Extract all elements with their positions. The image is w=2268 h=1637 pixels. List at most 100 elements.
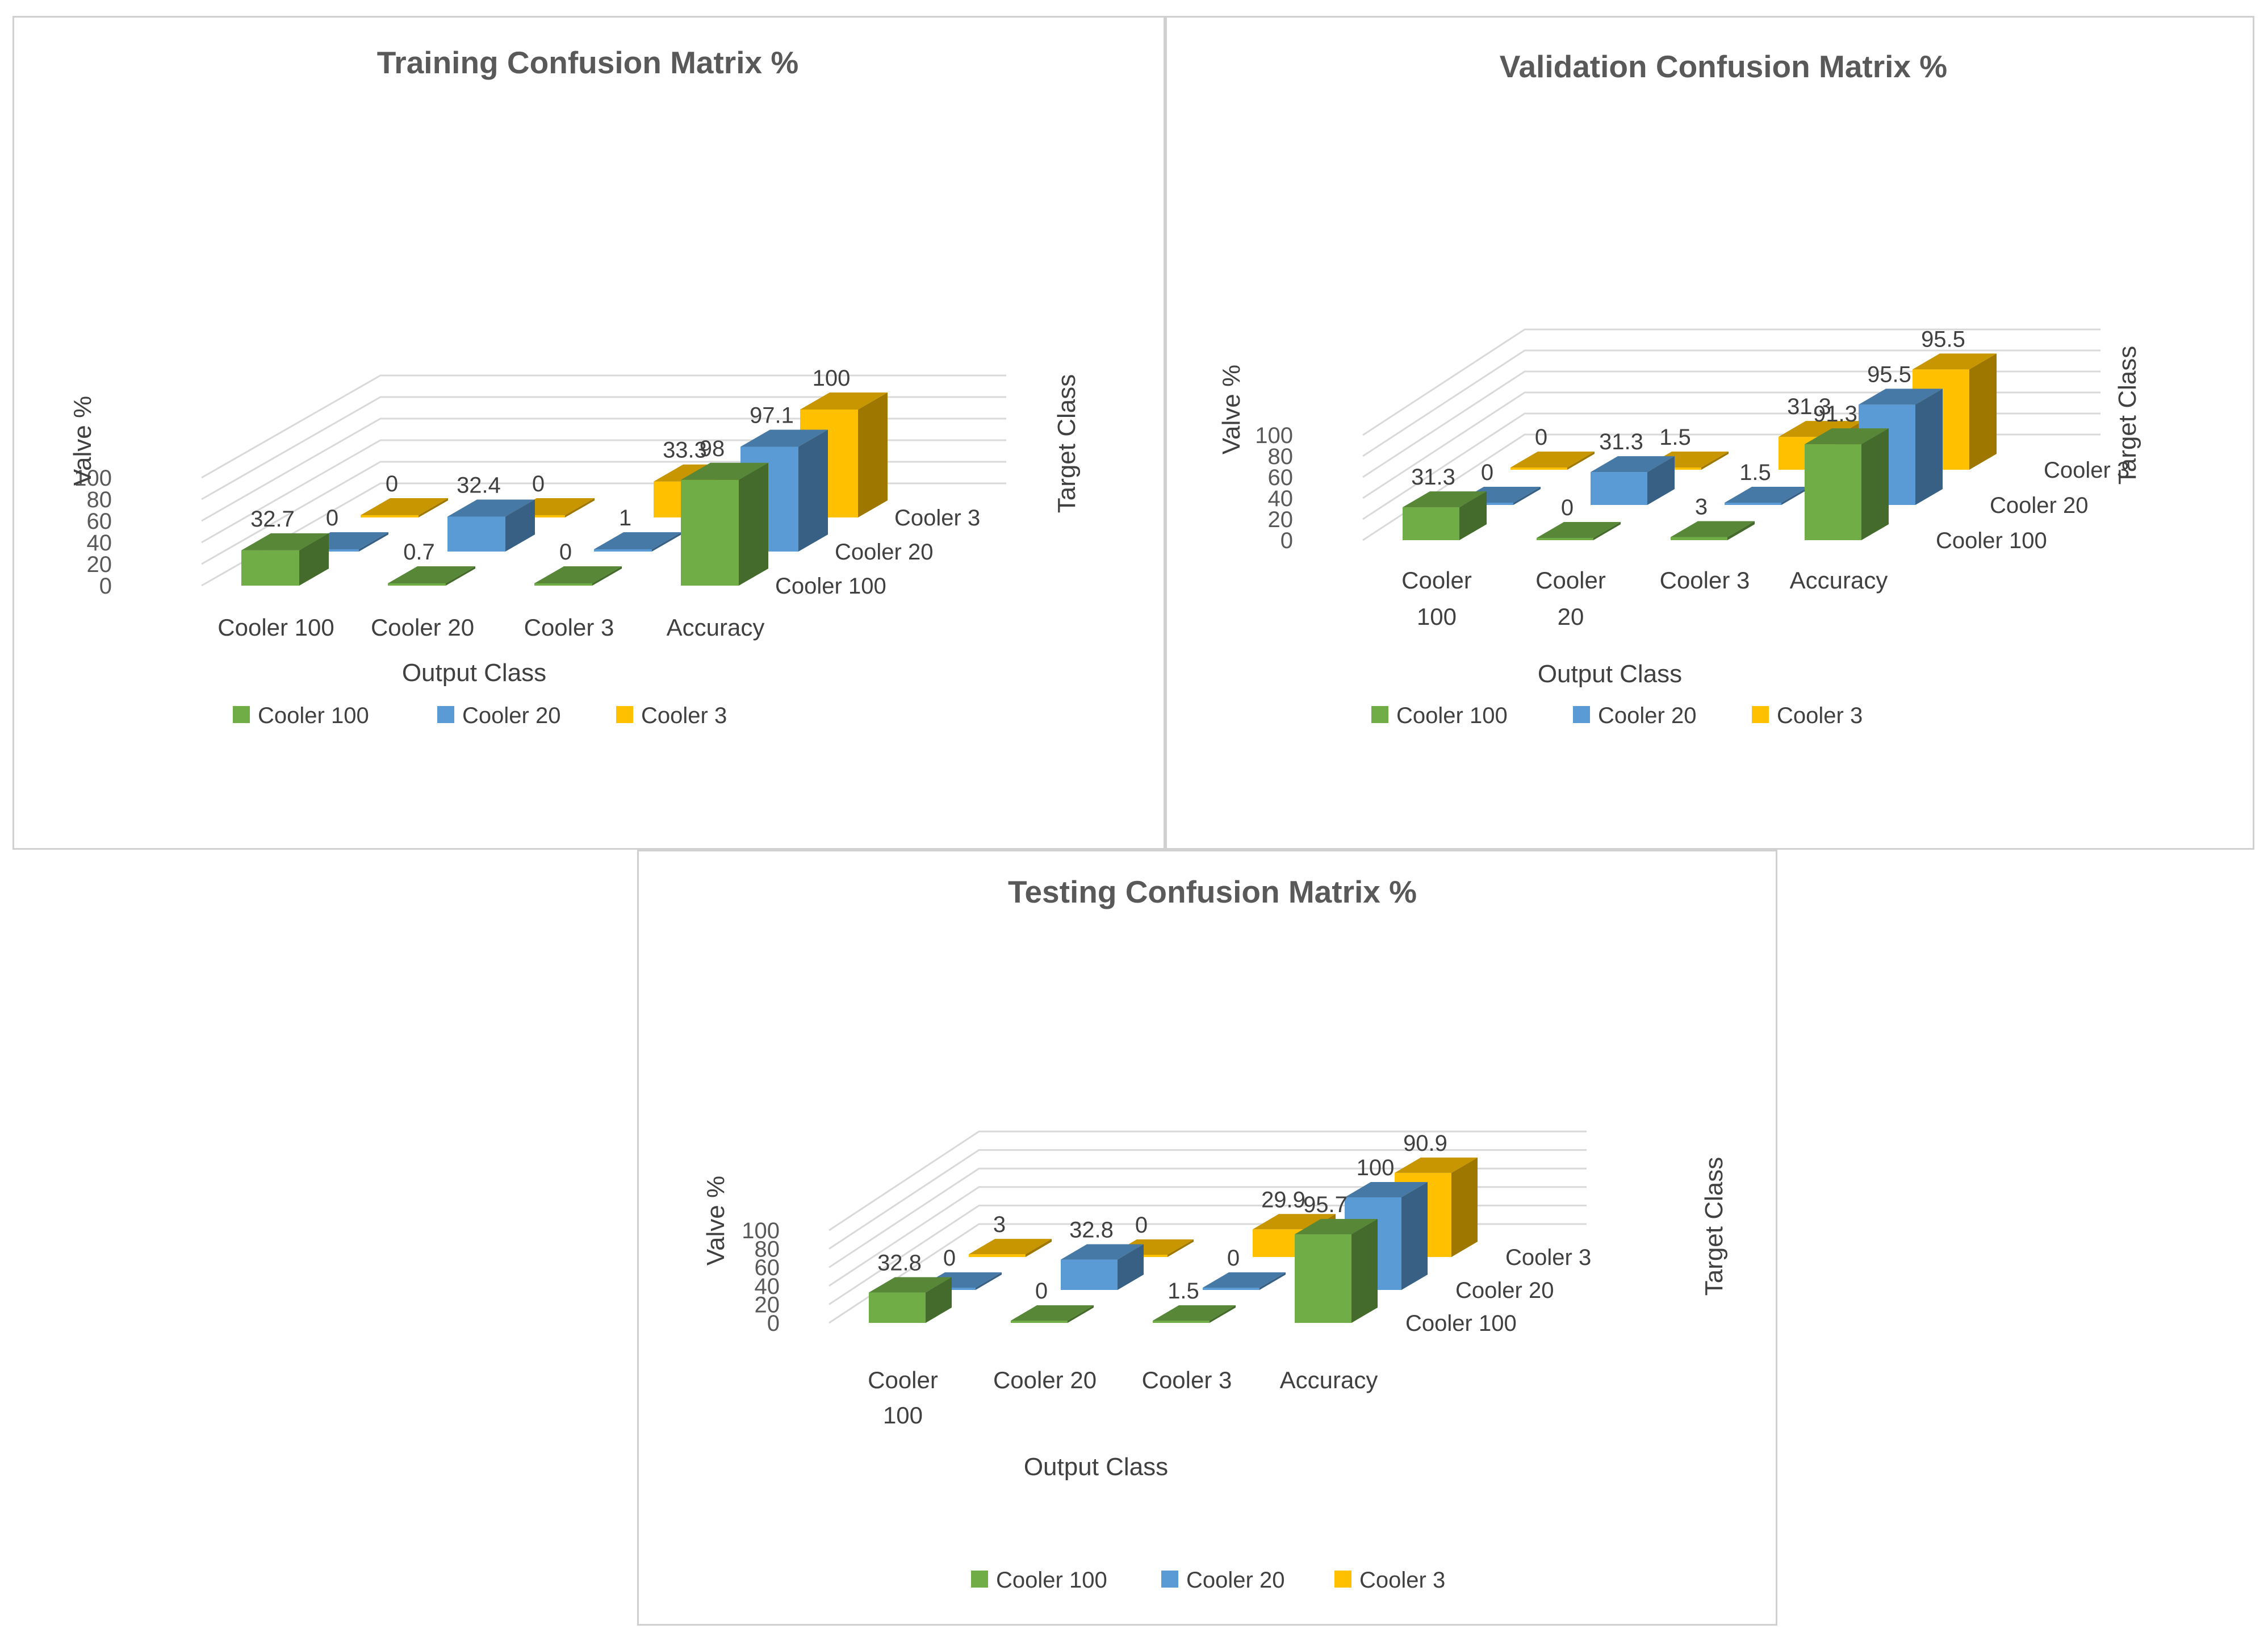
bar-front xyxy=(361,515,419,517)
bar-top xyxy=(388,566,475,583)
legend-item-cooler-20: Cooler 20 xyxy=(1573,703,1696,728)
bar-front xyxy=(681,479,739,586)
data-label: 0 xyxy=(532,471,545,496)
y-tick-label: 20 xyxy=(755,1292,780,1317)
data-label: 1.5 xyxy=(1739,460,1771,485)
bar-front xyxy=(507,515,565,517)
legend-label: Cooler 3 xyxy=(641,703,727,728)
x-tick-label: Cooler 20 xyxy=(371,614,474,641)
data-label: 1.5 xyxy=(1659,425,1691,450)
bar-cooler-100-accuracy xyxy=(1295,1219,1378,1323)
gridline xyxy=(828,1149,1587,1250)
data-label: 0 xyxy=(943,1246,956,1271)
bar-side xyxy=(858,392,888,517)
depth-tick-label: Cooler 3 xyxy=(894,506,980,531)
bar-side xyxy=(1727,521,1755,540)
bar-front xyxy=(1510,467,1567,470)
bar-top xyxy=(1295,1219,1378,1235)
y-tick-label: 80 xyxy=(87,487,112,512)
legend-swatch xyxy=(437,706,454,723)
y-tick-label: 20 xyxy=(1268,507,1294,532)
data-label: 32.7 xyxy=(250,507,295,532)
bar-front xyxy=(969,1254,1026,1257)
gridline xyxy=(1362,349,2100,457)
legend-label: Cooler 3 xyxy=(1777,703,1863,728)
data-label: 95.7 xyxy=(1303,1192,1348,1217)
bar-cooler-100-cooler-100 xyxy=(241,533,329,586)
bar-top xyxy=(1671,521,1755,537)
bar-cooler-20-cooler-3 xyxy=(1725,487,1809,505)
data-label: 95.5 xyxy=(1921,327,1965,352)
y-tick-label: 0 xyxy=(99,574,112,599)
data-label: 3 xyxy=(993,1212,1006,1237)
bar-top xyxy=(1061,1244,1144,1260)
bar-top xyxy=(800,392,888,410)
chart-title: Training Confusion Matrix % xyxy=(377,45,799,80)
bar-side xyxy=(299,533,329,586)
bar-side xyxy=(1567,452,1595,470)
y-axis-title: Valve % xyxy=(69,396,97,486)
y-tick-label: 100 xyxy=(74,466,112,491)
y-tick-label: 60 xyxy=(755,1255,780,1280)
bar-side xyxy=(1513,487,1541,505)
bar-side xyxy=(1593,522,1621,540)
bar-side xyxy=(739,462,768,586)
data-label: 0 xyxy=(559,540,572,565)
bar-side xyxy=(1259,1272,1286,1290)
bar-front xyxy=(1725,503,1781,505)
legend-item-cooler-100: Cooler 100 xyxy=(1371,703,1508,728)
x-tick-label: Cooler xyxy=(868,1367,938,1393)
legend-item-cooler-3: Cooler 3 xyxy=(616,703,727,728)
bar-cooler-100-cooler-100 xyxy=(1403,491,1487,540)
bar-front xyxy=(1591,472,1647,505)
x-tick-label: 100 xyxy=(883,1402,923,1429)
depth-axis-title: Target Class xyxy=(1700,1157,1728,1296)
legend-item-cooler-100: Cooler 100 xyxy=(971,1568,1107,1593)
bar-cooler-20-cooler-3 xyxy=(594,532,681,552)
bar-side xyxy=(1647,456,1675,505)
x-axis-title: Output Class xyxy=(1538,660,1682,688)
bar-cooler-100-cooler-100 xyxy=(869,1277,952,1323)
bar-top xyxy=(1859,389,1943,405)
legend-item-cooler-3: Cooler 3 xyxy=(1752,703,1863,728)
gridline xyxy=(201,417,1006,522)
bar-top xyxy=(1725,487,1809,503)
x-tick-label: Cooler xyxy=(1535,567,1606,594)
y-tick-label: 40 xyxy=(755,1274,780,1299)
data-label: 90.9 xyxy=(1403,1131,1447,1156)
data-label: 0 xyxy=(1535,425,1547,450)
bar-top xyxy=(869,1277,952,1293)
bar-top xyxy=(1591,456,1675,473)
bar-cooler-20-cooler-3 xyxy=(1203,1272,1286,1290)
y-tick-label: 80 xyxy=(1268,444,1294,469)
x-tick-label: Cooler xyxy=(1401,567,1472,594)
x-tick-label: Cooler 20 xyxy=(993,1367,1097,1393)
bar-side xyxy=(1459,491,1487,540)
data-label: 1.5 xyxy=(1168,1279,1199,1304)
bar-side xyxy=(1068,1305,1094,1323)
legend-swatch xyxy=(1573,706,1590,723)
depth-tick-label: Cooler 100 xyxy=(1936,528,2047,553)
data-label: 29.9 xyxy=(1261,1187,1305,1212)
bar-cooler-100-cooler-20 xyxy=(388,566,475,586)
legend-item-cooler-20: Cooler 20 xyxy=(437,703,560,728)
legend-item-cooler-3: Cooler 3 xyxy=(1334,1568,1445,1593)
bar-side xyxy=(1915,389,1943,505)
x-tick-label: 20 xyxy=(1558,603,1584,630)
bar-top xyxy=(1510,452,1595,467)
data-label: 0 xyxy=(1035,1279,1048,1304)
data-label: 32.8 xyxy=(1069,1218,1114,1243)
legend-label: Cooler 100 xyxy=(258,703,369,728)
legend-item-cooler-100: Cooler 100 xyxy=(233,703,369,728)
data-label: 0 xyxy=(386,471,398,496)
data-label: 100 xyxy=(1357,1155,1395,1180)
bar-top xyxy=(1345,1182,1428,1197)
x-tick-label: 100 xyxy=(1417,603,1457,630)
chart-title: Validation Confusion Matrix % xyxy=(1500,49,1947,84)
x-axis-title: Output Class xyxy=(402,659,546,687)
data-label: 97.1 xyxy=(750,403,794,428)
bar-cooler-100-accuracy xyxy=(1805,428,1889,540)
legend-swatch xyxy=(1161,1571,1178,1588)
bar-front xyxy=(1671,537,1727,540)
